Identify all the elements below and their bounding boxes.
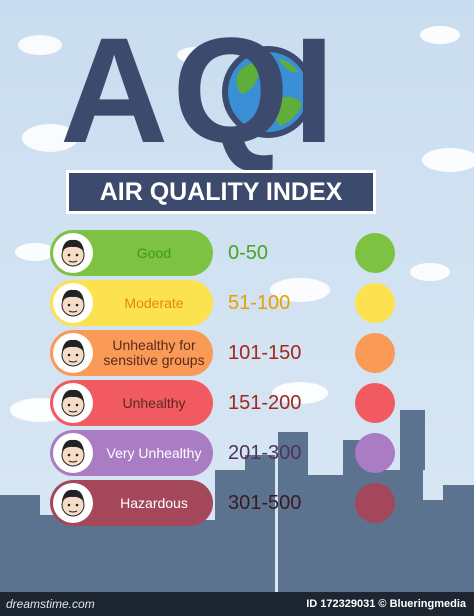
brand: dreamstime.com — [6, 597, 95, 611]
level-pill: Good — [50, 230, 213, 276]
title: AQI — [60, 6, 339, 174]
level-color-dot — [355, 483, 395, 523]
face-icon — [53, 233, 93, 273]
level-pill: Moderate — [50, 280, 213, 326]
face-icon — [53, 283, 93, 323]
level-row: Good 0-50 — [50, 230, 430, 276]
face-icon — [53, 483, 93, 523]
level-row: Unhealthy for sensitive groups 101-150 — [50, 330, 430, 376]
level-range: 0-50 — [228, 242, 269, 264]
level-label: Unhealthy — [122, 394, 186, 411]
level-row: Moderate 51-100 — [50, 280, 430, 326]
level-color-dot — [355, 283, 395, 323]
subtitle-banner: AIR QUALITY INDEX — [66, 170, 376, 214]
level-label: Good — [136, 244, 172, 261]
level-pill: Hazardous — [50, 480, 213, 526]
level-color-dot — [355, 233, 395, 273]
level-range: 101-150 — [228, 342, 302, 364]
level-color-dot — [355, 383, 395, 423]
level-label: Very Unhealthy — [106, 444, 202, 461]
level-pill: Unhealthy for sensitive groups — [50, 330, 213, 376]
level-range: 151-200 — [228, 392, 302, 414]
face-icon — [53, 433, 93, 473]
level-color-dot — [355, 333, 395, 373]
level-row: Unhealthy 151-200 — [50, 380, 430, 426]
footer: dreamstime.com ID 172329031 © Blueringme… — [0, 592, 474, 616]
credit: ID 172329031 © Blueringmedia — [306, 598, 466, 610]
face-icon — [53, 383, 93, 423]
level-pill: Very Unhealthy — [50, 430, 213, 476]
level-row: Very Unhealthy 201-300 — [50, 430, 430, 476]
level-color-dot — [355, 433, 395, 473]
level-row: Hazardous 301-500 — [50, 480, 430, 526]
level-range: 201-300 — [228, 442, 302, 464]
level-label: Unhealthy for sensitive groups — [103, 337, 205, 368]
face-icon — [53, 333, 93, 373]
level-range: 51-100 — [228, 292, 291, 314]
level-label: Moderate — [124, 294, 184, 311]
level-label: Hazardous — [120, 494, 188, 511]
level-pill: Unhealthy — [50, 380, 213, 426]
level-range: 301-500 — [228, 492, 302, 514]
